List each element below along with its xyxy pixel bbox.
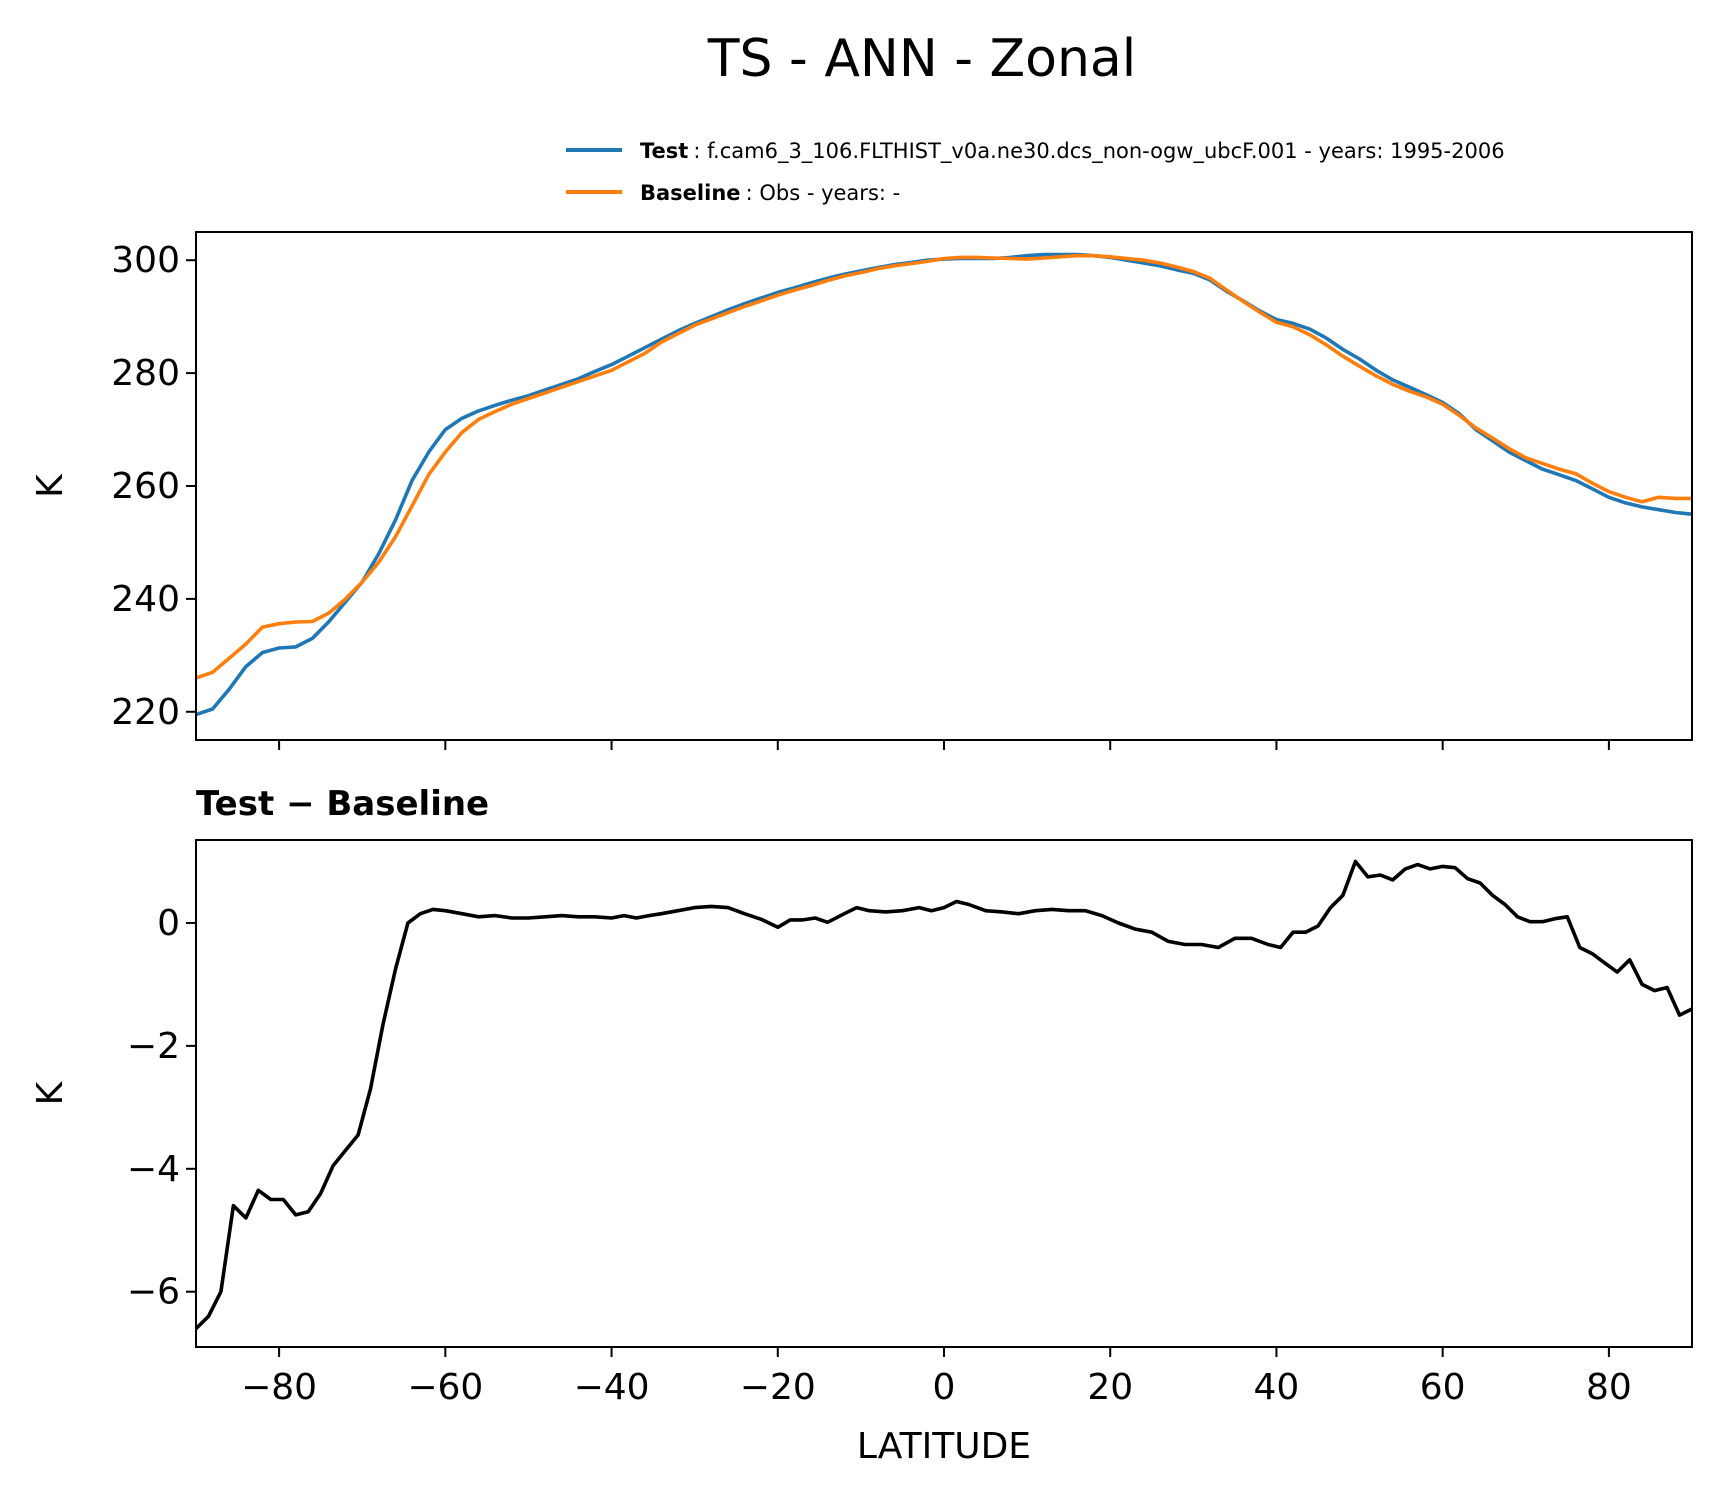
x-tick-label-p2: −80 bbox=[241, 1367, 317, 1408]
y-tick-label-p2: −4 bbox=[127, 1149, 180, 1190]
top-panel: 220 240 260 280 300 K bbox=[30, 231, 1693, 750]
axes-frame-p2 bbox=[195, 839, 1693, 1348]
x-tick-label-p2: −60 bbox=[407, 1367, 483, 1408]
legend-label-baseline: Baseline : Obs - years: - bbox=[640, 181, 900, 205]
legend-name-baseline: Baseline bbox=[640, 181, 741, 205]
bottom-panel-title: Test − Baseline bbox=[196, 784, 489, 824]
legend-text-test: : f.cam6_3_106.FLTHIST_v0a.ne30.dcs_non-… bbox=[693, 139, 1504, 164]
series-line-baseline-p1 bbox=[195, 253, 1692, 680]
y-tick-label-p1: 260 bbox=[111, 466, 180, 507]
figure-title: TS - ANN - Zonal bbox=[707, 29, 1137, 89]
axes-frame-p1 bbox=[195, 231, 1693, 741]
y-tick-label-p1: 300 bbox=[111, 240, 180, 281]
series-line-test-baseline-p2 bbox=[194, 859, 1693, 1330]
y-tick-label-p1: 220 bbox=[111, 692, 180, 733]
legend: Test : f.cam6_3_106.FLTHIST_v0a.ne30.dcs… bbox=[566, 139, 1505, 205]
y-axis-label-p1: K bbox=[30, 473, 71, 498]
x-axis-label-p2: LATITUDE bbox=[857, 1426, 1031, 1467]
x-tick-label-p2: 60 bbox=[1420, 1367, 1466, 1408]
x-tick-label-p2: −20 bbox=[740, 1367, 816, 1408]
legend-label-test: Test : f.cam6_3_106.FLTHIST_v0a.ne30.dcs… bbox=[640, 139, 1505, 164]
y-axis-label-p2: K bbox=[30, 1080, 71, 1105]
legend-text-baseline: : Obs - years: - bbox=[746, 181, 901, 205]
x-tick-label-p2: −40 bbox=[574, 1367, 650, 1408]
y-tick-label-p2: −6 bbox=[127, 1272, 180, 1313]
y-tick-label-p2: −2 bbox=[127, 1026, 180, 1067]
x-tick-label-p2: 0 bbox=[933, 1367, 956, 1408]
x-tick-label-p2: 20 bbox=[1087, 1367, 1133, 1408]
series-line-test-p1 bbox=[195, 252, 1693, 717]
x-tick-label-p2: 80 bbox=[1586, 1367, 1632, 1408]
y-tick-label-p2: 0 bbox=[157, 903, 180, 944]
x-tick-label-p2: 40 bbox=[1254, 1367, 1300, 1408]
legend-name-test: Test bbox=[640, 139, 688, 163]
y-tick-label-p1: 240 bbox=[111, 579, 180, 620]
y-tick-label-p1: 280 bbox=[111, 353, 180, 394]
